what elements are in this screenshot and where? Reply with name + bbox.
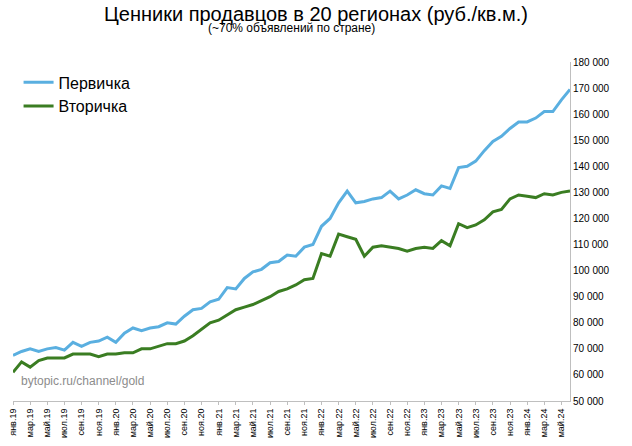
- svg-text:130 000: 130 000: [573, 187, 610, 198]
- svg-text:сен.20: сен.20: [179, 409, 189, 436]
- svg-text:июл.23: июл.23: [471, 409, 481, 438]
- svg-text:сен.23: сен.23: [488, 409, 498, 436]
- svg-text:bytopic.ru/channel/gold: bytopic.ru/channel/gold: [21, 374, 144, 388]
- svg-text:180 000: 180 000: [573, 57, 610, 68]
- svg-text:мар.22: мар.22: [334, 409, 344, 438]
- svg-text:май.23: май.23: [454, 409, 464, 438]
- svg-text:90 000: 90 000: [573, 291, 604, 302]
- svg-text:Ценники продавцов в 20 региона: Ценники продавцов в 20 регионах (руб./кв…: [104, 3, 528, 25]
- svg-text:июл.19: июл.19: [59, 409, 69, 438]
- svg-text:170 000: 170 000: [573, 83, 610, 94]
- svg-text:май.20: май.20: [145, 409, 155, 438]
- svg-text:160 000: 160 000: [573, 109, 610, 120]
- svg-text:сен.21: сен.21: [282, 409, 292, 436]
- svg-text:янв.19: янв.19: [8, 409, 18, 436]
- svg-text:(~70% объявлений по стране): (~70% объявлений по стране): [208, 21, 375, 35]
- svg-text:60 000: 60 000: [573, 369, 604, 380]
- svg-text:мар.19: мар.19: [25, 409, 35, 438]
- svg-text:сен.19: сен.19: [76, 409, 86, 436]
- svg-text:май.19: май.19: [42, 409, 52, 438]
- svg-text:янв.23: янв.23: [419, 409, 429, 436]
- svg-text:янв.22: янв.22: [316, 409, 326, 436]
- svg-text:июл.22: июл.22: [368, 409, 378, 438]
- svg-text:140 000: 140 000: [573, 161, 610, 172]
- svg-text:янв.20: янв.20: [111, 409, 121, 436]
- svg-text:Первичка: Первичка: [59, 75, 130, 92]
- svg-text:мар.23: мар.23: [436, 409, 446, 438]
- svg-text:мар.21: мар.21: [231, 409, 241, 438]
- svg-text:150 000: 150 000: [573, 135, 610, 146]
- svg-text:янв.24: янв.24: [522, 409, 532, 436]
- svg-text:май.22: май.22: [351, 409, 361, 438]
- svg-text:100 000: 100 000: [573, 265, 610, 276]
- svg-text:ноя.19: ноя.19: [94, 409, 104, 436]
- svg-text:80 000: 80 000: [573, 317, 604, 328]
- svg-text:ноя.22: ноя.22: [402, 409, 412, 436]
- svg-text:120 000: 120 000: [573, 213, 610, 224]
- svg-text:ноя.20: ноя.20: [196, 409, 206, 436]
- svg-text:110 000: 110 000: [573, 239, 609, 250]
- svg-text:янв.21: янв.21: [214, 409, 224, 436]
- svg-text:июл.20: июл.20: [162, 409, 172, 438]
- svg-text:мар.24: мар.24: [539, 409, 549, 438]
- svg-text:ноя.23: ноя.23: [505, 409, 515, 436]
- svg-text:ноя.21: ноя.21: [299, 409, 309, 436]
- svg-text:70 000: 70 000: [573, 343, 604, 354]
- svg-text:май.24: май.24: [556, 409, 566, 438]
- svg-text:мар.20: мар.20: [128, 409, 138, 438]
- svg-text:май.21: май.21: [248, 409, 258, 438]
- svg-text:сен.22: сен.22: [385, 409, 395, 436]
- svg-text:Вторичка: Вторичка: [59, 98, 128, 115]
- svg-text:50 000: 50 000: [573, 396, 604, 407]
- svg-text:июл.21: июл.21: [265, 409, 275, 438]
